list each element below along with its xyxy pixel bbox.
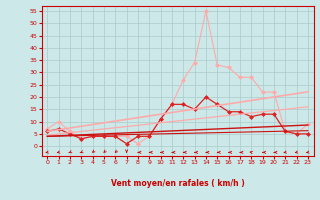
X-axis label: Vent moyen/en rafales ( km/h ): Vent moyen/en rafales ( km/h ) xyxy=(111,179,244,188)
